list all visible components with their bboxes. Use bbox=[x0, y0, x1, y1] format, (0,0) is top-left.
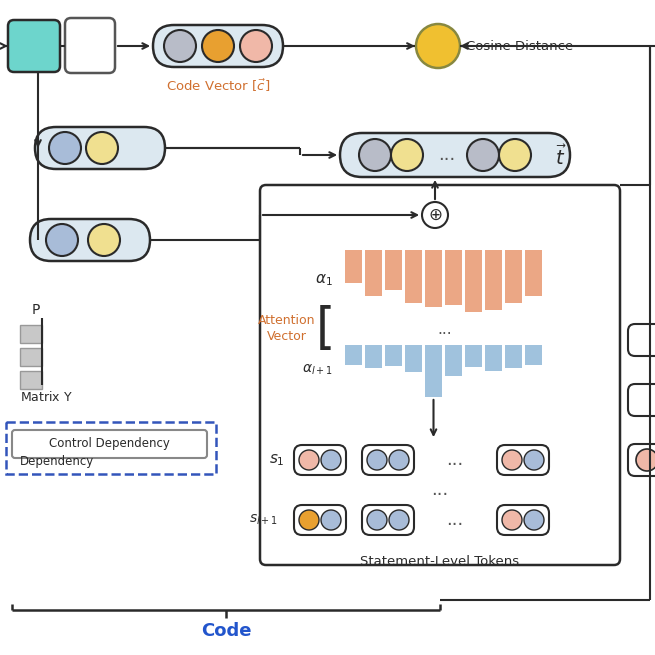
Bar bbox=[525, 345, 542, 365]
Circle shape bbox=[88, 224, 120, 256]
Circle shape bbox=[299, 510, 319, 530]
Text: P: P bbox=[32, 303, 41, 317]
FancyBboxPatch shape bbox=[8, 20, 60, 72]
Text: [: [ bbox=[315, 305, 335, 352]
Text: ...: ... bbox=[432, 481, 449, 499]
FancyBboxPatch shape bbox=[628, 324, 655, 356]
Circle shape bbox=[499, 139, 531, 171]
Circle shape bbox=[46, 224, 78, 256]
Bar bbox=[425, 345, 442, 397]
Bar bbox=[405, 345, 422, 372]
Circle shape bbox=[524, 510, 544, 530]
Text: Attention
Vector: Attention Vector bbox=[258, 314, 316, 343]
FancyBboxPatch shape bbox=[294, 445, 346, 475]
Bar bbox=[365, 345, 382, 368]
Bar bbox=[345, 250, 362, 282]
Circle shape bbox=[391, 139, 423, 171]
Bar bbox=[505, 250, 522, 303]
Bar bbox=[505, 345, 522, 368]
FancyBboxPatch shape bbox=[153, 25, 283, 67]
Text: ...: ... bbox=[446, 451, 464, 469]
Circle shape bbox=[367, 510, 387, 530]
Bar bbox=[465, 345, 482, 367]
Text: Matrix $\Upsilon$: Matrix $\Upsilon$ bbox=[20, 390, 73, 404]
Circle shape bbox=[299, 450, 319, 470]
Circle shape bbox=[49, 132, 81, 164]
Circle shape bbox=[202, 30, 234, 62]
Text: Statement-Level Tokens: Statement-Level Tokens bbox=[360, 555, 519, 568]
FancyBboxPatch shape bbox=[497, 505, 549, 535]
Circle shape bbox=[389, 450, 409, 470]
FancyBboxPatch shape bbox=[35, 127, 165, 169]
Circle shape bbox=[321, 450, 341, 470]
FancyBboxPatch shape bbox=[628, 384, 655, 416]
FancyBboxPatch shape bbox=[20, 371, 42, 389]
FancyBboxPatch shape bbox=[294, 505, 346, 535]
FancyBboxPatch shape bbox=[260, 185, 620, 565]
Text: $\alpha_1$: $\alpha_1$ bbox=[315, 272, 333, 288]
FancyBboxPatch shape bbox=[30, 219, 150, 261]
Text: $\oplus$: $\oplus$ bbox=[428, 206, 442, 224]
FancyBboxPatch shape bbox=[362, 505, 414, 535]
Circle shape bbox=[164, 30, 196, 62]
Circle shape bbox=[389, 510, 409, 530]
Circle shape bbox=[467, 139, 499, 171]
Circle shape bbox=[636, 449, 655, 471]
Text: ...: ... bbox=[446, 511, 464, 529]
Circle shape bbox=[502, 510, 522, 530]
Circle shape bbox=[86, 132, 118, 164]
FancyBboxPatch shape bbox=[20, 348, 42, 366]
Bar bbox=[485, 250, 502, 310]
Bar bbox=[405, 250, 422, 303]
FancyBboxPatch shape bbox=[20, 325, 42, 343]
Bar bbox=[365, 250, 382, 295]
Bar bbox=[445, 345, 462, 376]
Text: $s_1$: $s_1$ bbox=[269, 452, 285, 468]
Circle shape bbox=[359, 139, 391, 171]
Bar bbox=[525, 250, 542, 295]
Circle shape bbox=[240, 30, 272, 62]
FancyBboxPatch shape bbox=[628, 444, 655, 476]
Text: ...: ... bbox=[438, 146, 456, 164]
Circle shape bbox=[524, 450, 544, 470]
Text: $\vec{t}$: $\vec{t}$ bbox=[555, 145, 567, 169]
Text: Control Dependency: Control Dependency bbox=[48, 438, 170, 451]
Bar bbox=[465, 250, 482, 312]
Circle shape bbox=[502, 450, 522, 470]
Text: $s_{l+1}$: $s_{l+1}$ bbox=[249, 513, 278, 527]
Circle shape bbox=[422, 202, 448, 228]
Text: Dependency: Dependency bbox=[20, 455, 94, 468]
Circle shape bbox=[321, 510, 341, 530]
Bar bbox=[345, 345, 362, 365]
Text: ...: ... bbox=[438, 322, 453, 337]
Text: Code: Code bbox=[200, 622, 252, 640]
Circle shape bbox=[416, 24, 460, 68]
Bar bbox=[485, 345, 502, 371]
FancyBboxPatch shape bbox=[65, 18, 115, 73]
FancyBboxPatch shape bbox=[362, 445, 414, 475]
Text: Cosine Distance: Cosine Distance bbox=[466, 39, 573, 52]
Circle shape bbox=[367, 450, 387, 470]
Bar bbox=[6, 422, 216, 474]
FancyBboxPatch shape bbox=[340, 133, 570, 177]
FancyBboxPatch shape bbox=[497, 445, 549, 475]
Bar bbox=[445, 250, 462, 305]
Bar bbox=[425, 250, 442, 307]
Text: Code Vector $[\vec{c}]$: Code Vector $[\vec{c}]$ bbox=[166, 78, 270, 94]
Text: $\alpha_{l+1}$: $\alpha_{l+1}$ bbox=[302, 363, 333, 377]
FancyBboxPatch shape bbox=[12, 430, 207, 458]
Bar bbox=[385, 250, 402, 290]
Bar bbox=[385, 345, 402, 365]
